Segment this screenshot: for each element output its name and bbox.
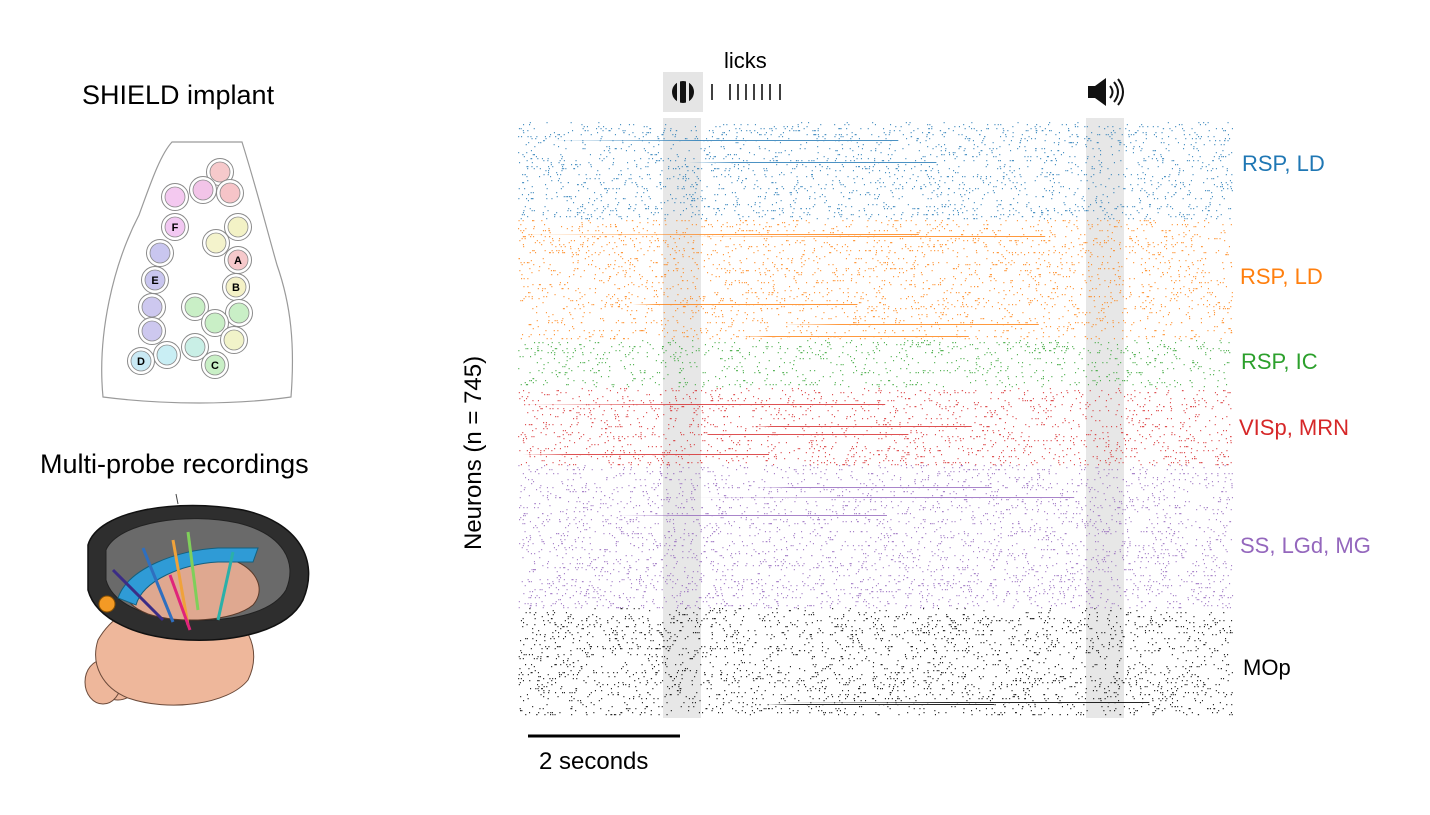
implant-hole: D xyxy=(127,347,155,375)
reference-marker xyxy=(98,595,116,613)
implant-hole: F xyxy=(161,213,189,241)
implant-hole: A xyxy=(224,246,252,274)
hole-label: A xyxy=(234,255,242,267)
probe-magenta xyxy=(168,574,192,631)
hole-label: E xyxy=(151,275,158,287)
region-label-visp-mrn: VISp, MRN xyxy=(1239,415,1350,440)
implant-hole: C xyxy=(201,351,229,379)
probe-recording-illustration xyxy=(84,493,310,706)
implant-diagram: F A E B D C xyxy=(101,141,294,404)
probe-lead-line xyxy=(175,493,179,505)
implant-hole xyxy=(138,293,166,321)
implant-hole xyxy=(153,341,181,369)
probe-green xyxy=(186,531,200,611)
hole-label: B xyxy=(232,282,240,294)
region-label-mop: MOp xyxy=(1243,655,1291,680)
implant-hole xyxy=(161,183,189,211)
raster-band xyxy=(518,122,1233,220)
implant-hole xyxy=(202,229,230,257)
licks-label: licks xyxy=(724,48,767,73)
hole-label: C xyxy=(211,360,219,372)
raster-band xyxy=(518,465,1234,609)
implant-hole: E xyxy=(141,266,169,294)
y-axis-label: Neurons (n = 745) xyxy=(460,355,487,550)
headframe-blue xyxy=(117,547,259,606)
recordings-title: Multi-probe recordings xyxy=(40,449,309,479)
lick-ticks xyxy=(711,84,781,100)
hole-label: F xyxy=(172,222,179,234)
region-label-ss-lgd-mg: SS, LGd, MG xyxy=(1240,533,1371,558)
probe-blue xyxy=(141,547,175,623)
raster-bands xyxy=(518,122,1234,716)
probe-orange xyxy=(171,539,190,626)
implant-hole xyxy=(201,309,229,337)
raster-band xyxy=(518,388,1232,466)
region-label-rsp-ld-orange: RSP, LD xyxy=(1240,264,1323,289)
speaker-icon xyxy=(1088,78,1124,106)
implant-hole xyxy=(181,293,209,321)
spike-raster xyxy=(518,72,1234,738)
stimulus-window-1 xyxy=(663,118,701,718)
region-label-rsp-ld-blue: RSP, LD xyxy=(1242,151,1325,176)
implant-hole xyxy=(181,333,209,361)
implant-hole xyxy=(138,317,166,345)
implant-hole xyxy=(146,239,174,267)
implant-hole xyxy=(224,213,252,241)
implant-hole: B xyxy=(222,273,250,301)
hole-label: D xyxy=(137,356,145,368)
implant-hole xyxy=(220,326,248,354)
raster-band xyxy=(518,220,1233,340)
implant-hole xyxy=(189,176,217,204)
raster-band xyxy=(518,608,1233,716)
scale-bar-label: 2 seconds xyxy=(539,748,649,775)
implant-hole xyxy=(225,299,253,327)
implant-holes: F A E B D C xyxy=(127,158,253,379)
region-label-rsp-ic: RSP, IC xyxy=(1241,349,1318,374)
probe-purple xyxy=(111,568,165,622)
implant-title: SHIELD implant xyxy=(82,80,275,110)
probe-teal xyxy=(216,551,235,621)
implant-hole xyxy=(216,179,244,207)
visual-stimulus-icon xyxy=(672,80,694,104)
